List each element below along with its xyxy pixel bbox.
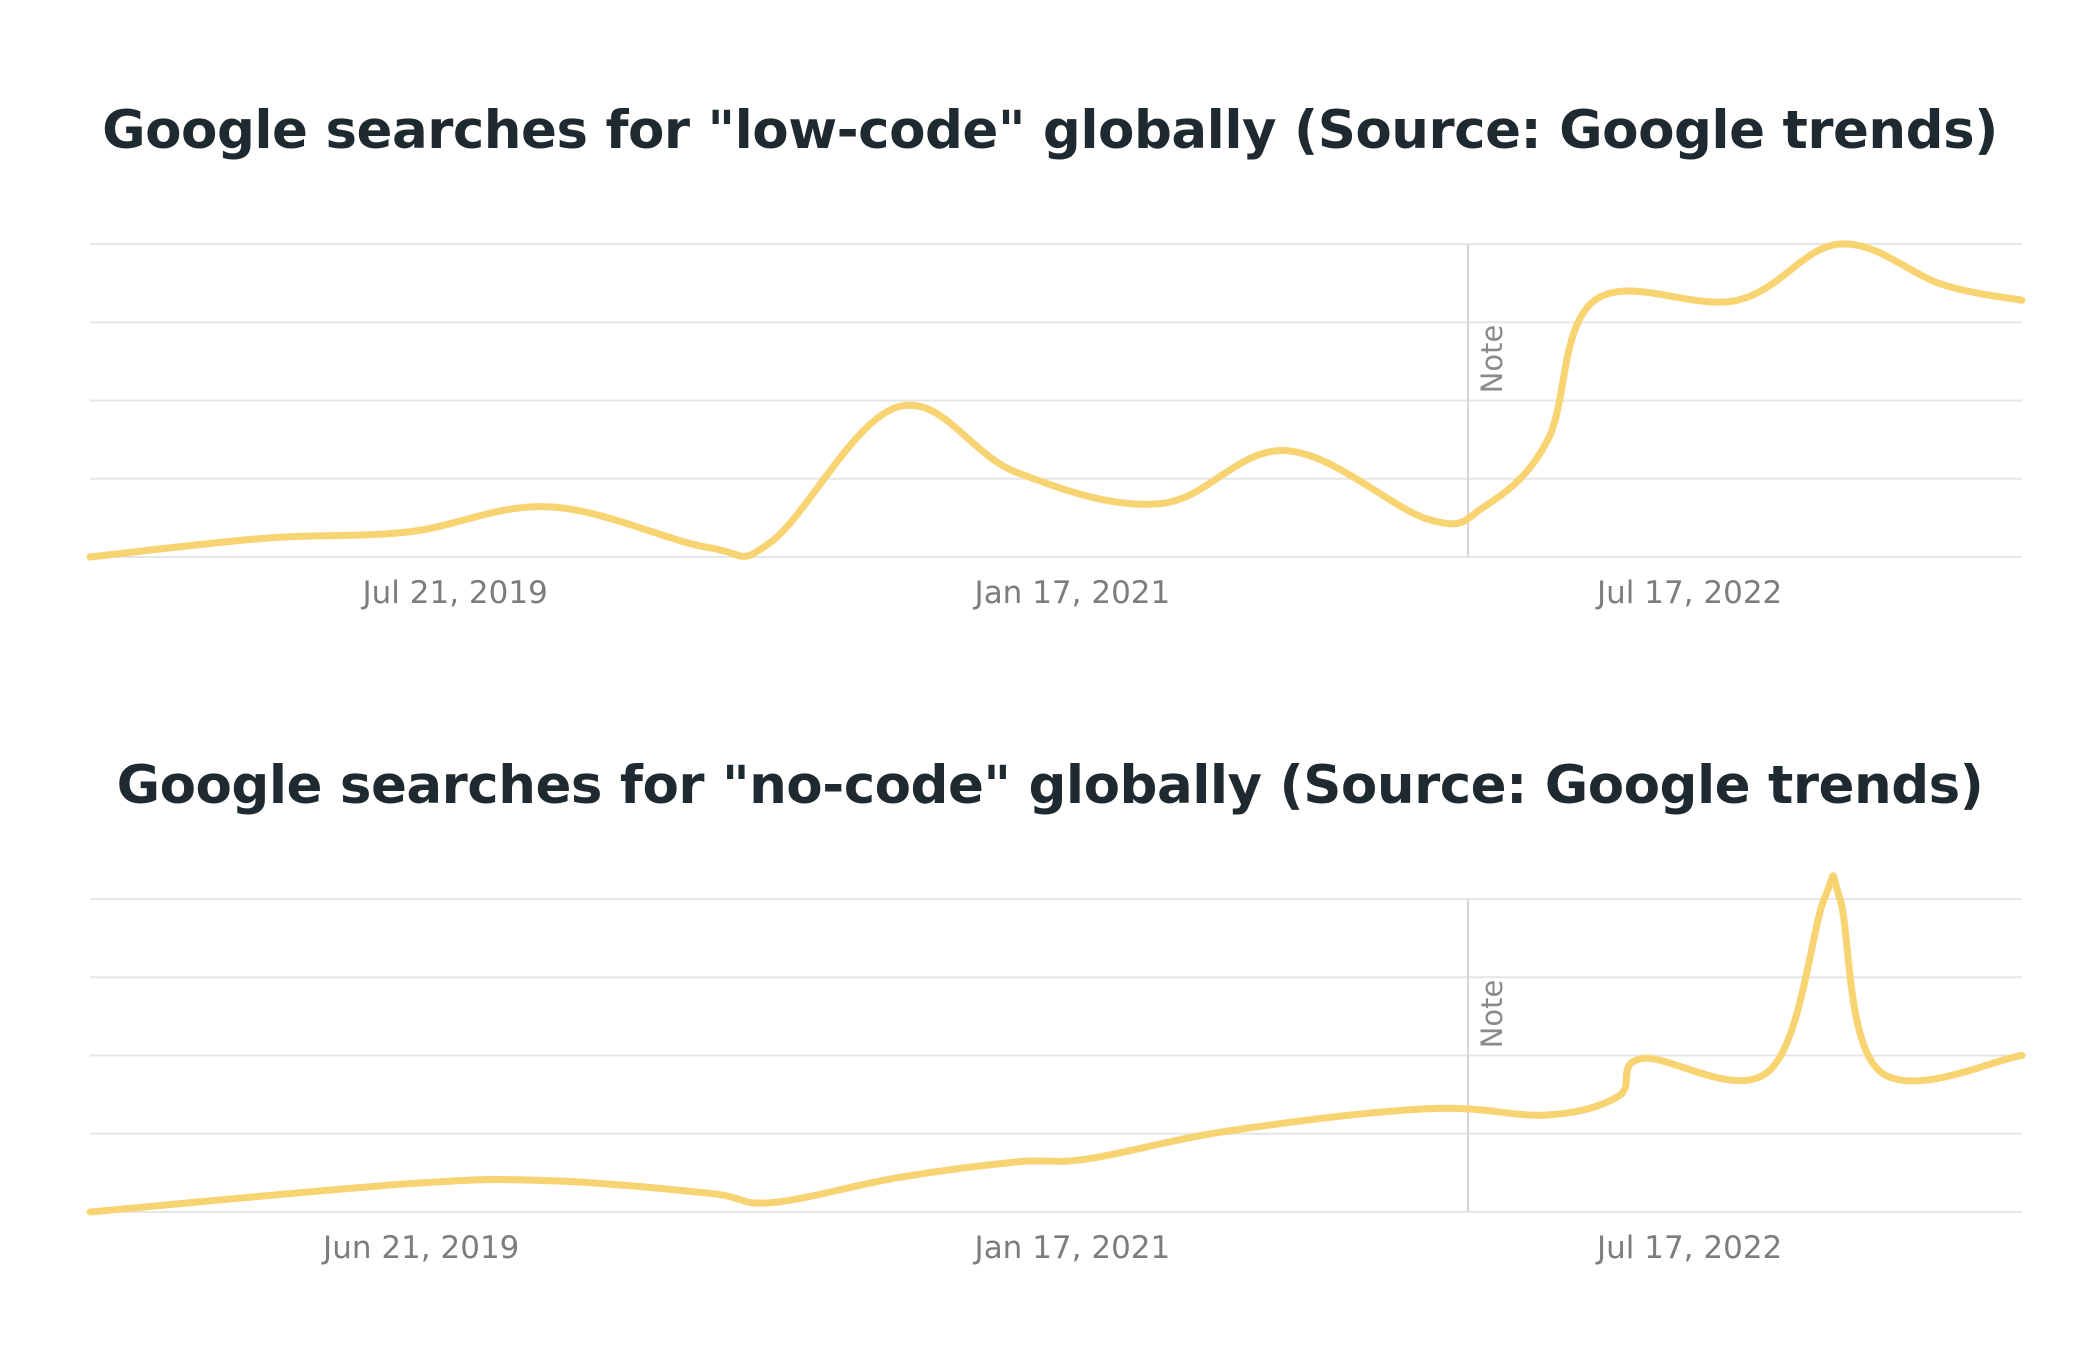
- x-tick-label: Jan 17, 2021: [973, 1230, 1171, 1266]
- x-tick-label: Jul 17, 2022: [1595, 1230, 1782, 1266]
- chart-panel-no-code: Google searches for "no-code" globally (…: [0, 655, 2100, 1330]
- note-label: Note: [1475, 980, 1509, 1049]
- chart-plot-no-code: Note Jun 21, 2019 Jan 17, 2021 Jul 17, 2022: [86, 872, 2026, 1266]
- x-tick-label: Jun 21, 2019: [321, 1230, 519, 1266]
- x-tick-label: Jul 21, 2019: [360, 575, 547, 611]
- chart-title: Google searches for "low-code" globally …: [102, 100, 1998, 161]
- note-label: Note: [1475, 325, 1509, 394]
- chart-panel-low-code: Google searches for "low-code" globally …: [86, 100, 2026, 611]
- chart-title: Google searches for "no-code" globally (…: [116, 755, 1984, 816]
- x-tick-label: Jul 17, 2022: [1595, 575, 1782, 611]
- series-line: [86, 872, 2026, 1216]
- series-line: [86, 240, 2026, 561]
- x-tick-label: Jan 17, 2021: [973, 575, 1171, 611]
- chart-plot-low-code: Note Jul 21, 2019 Jan 17, 2021 Jul 17, 2022: [86, 240, 2026, 611]
